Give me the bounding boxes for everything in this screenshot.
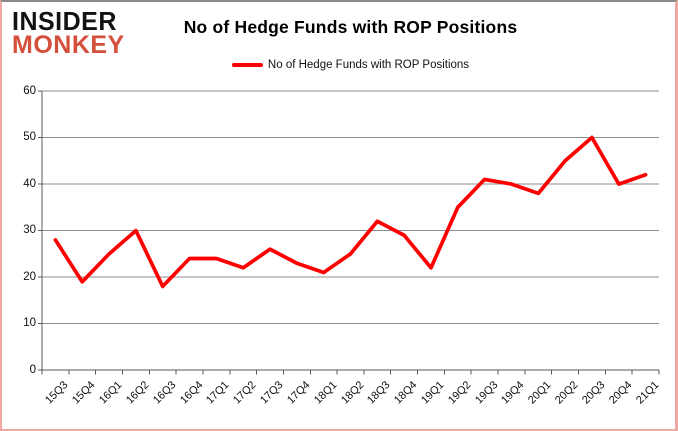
- legend-line-swatch: [231, 63, 263, 67]
- y-tick-label-40: 40: [23, 177, 36, 190]
- y-tick-label-20: 20: [23, 270, 36, 283]
- series-line-hedge-funds: [53, 135, 648, 289]
- y-tick-label-60: 60: [23, 84, 36, 97]
- line-chart-plot-area: [38, 90, 660, 375]
- y-tick-label-50: 50: [23, 131, 36, 144]
- y-tick-label-30: 30: [23, 224, 36, 237]
- logo-monkey-text: MONKEY: [12, 31, 125, 59]
- insider-monkey-logo: INSIDER MONKEY: [12, 7, 125, 59]
- chart-title: No of Hedge Funds with ROP Positions: [183, 17, 518, 37]
- y-tick-label-0: 0: [29, 363, 36, 376]
- y-tick-label-10: 10: [23, 317, 36, 330]
- logo-insider-text: INSIDER: [12, 7, 117, 37]
- legend-label: No of Hedge Funds with ROP Positions: [267, 59, 470, 71]
- chart-legend: No of Hedge Funds with ROP Positions: [42, 59, 659, 71]
